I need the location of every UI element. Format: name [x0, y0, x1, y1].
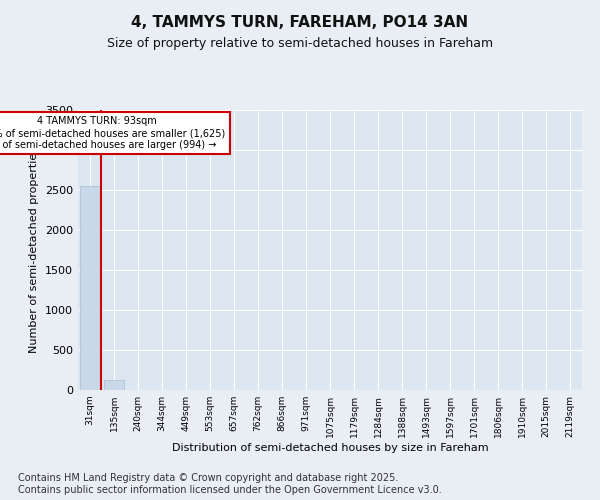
Bar: [80, 186, 100, 390]
Text: 4, TAMMYS TURN, FAREHAM, PO14 3AN: 4, TAMMYS TURN, FAREHAM, PO14 3AN: [131, 15, 469, 30]
Bar: [104, 380, 124, 390]
Text: Size of property relative to semi-detached houses in Fareham: Size of property relative to semi-detach…: [107, 38, 493, 51]
Y-axis label: Number of semi-detached properties: Number of semi-detached properties: [29, 147, 40, 353]
Text: 4 TAMMYS TURN: 93sqm
← 61% of semi-detached houses are smaller (1,625)
38% of se: 4 TAMMYS TURN: 93sqm ← 61% of semi-detac…: [0, 116, 225, 150]
Text: Contains HM Land Registry data © Crown copyright and database right 2025.
Contai: Contains HM Land Registry data © Crown c…: [18, 474, 442, 495]
X-axis label: Distribution of semi-detached houses by size in Fareham: Distribution of semi-detached houses by …: [172, 442, 488, 452]
